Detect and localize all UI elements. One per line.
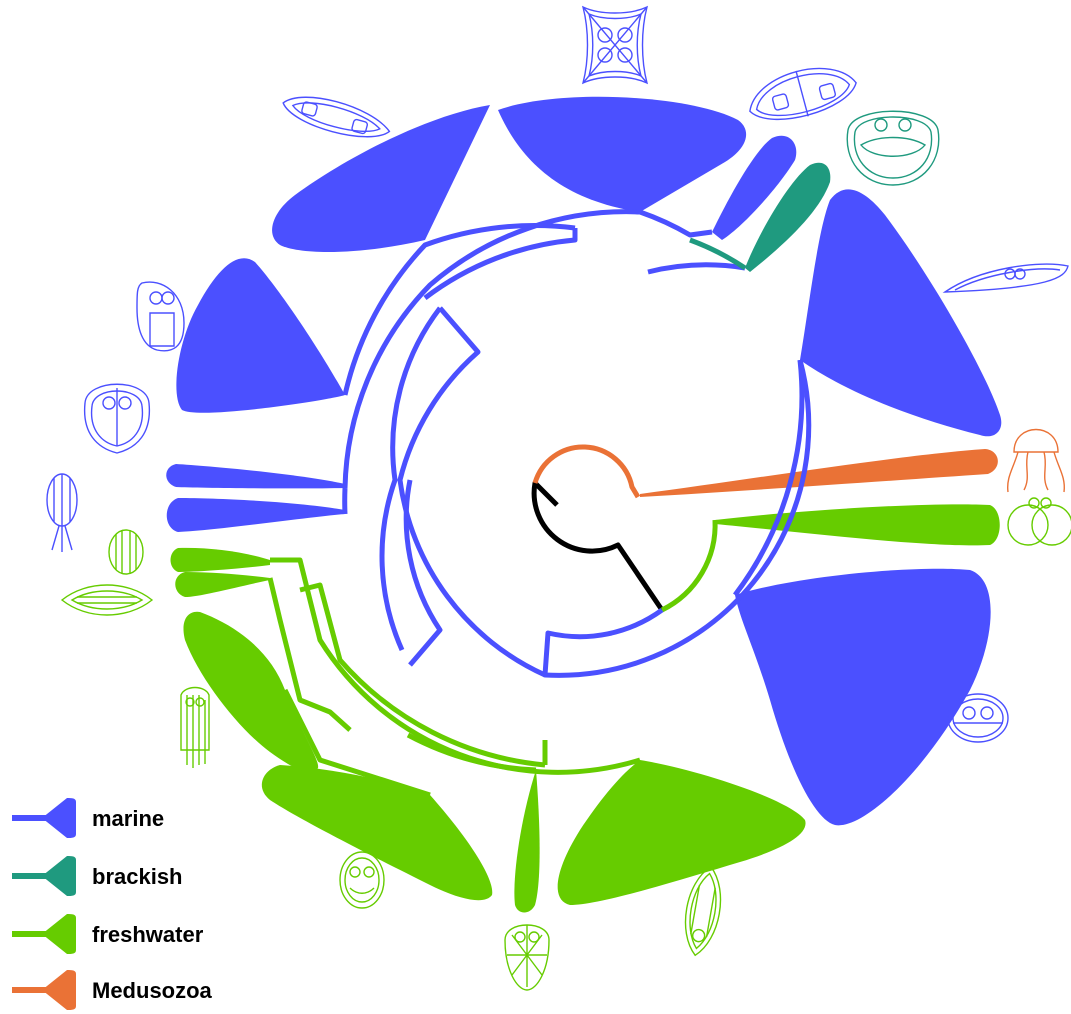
marine-spore-icon: [947, 693, 1009, 743]
branch-marine: [397, 306, 547, 678]
clade-wedge-marine: [272, 105, 490, 252]
fusiform-spore-icon: [60, 584, 154, 616]
jellyfish-icon: [46, 473, 78, 552]
branch-freshwater: [267, 577, 352, 732]
clade-wedge-freshwater: [557, 760, 806, 905]
legend-label-freshwater: freshwater: [92, 922, 204, 947]
clade-wedge-marine: [166, 464, 345, 489]
clade-wedge-medusozoa: [640, 449, 998, 497]
clade-wedge-freshwater: [715, 504, 1000, 546]
clade-wedges: [166, 96, 1002, 913]
branch-freshwater: [299, 582, 546, 768]
legend-item-medusozoa: Medusozoa: [12, 970, 213, 1010]
legend-swatch-wedge: [42, 856, 76, 896]
legend-item-brackish: brackish: [12, 856, 183, 896]
freshwater-spore-icon: [180, 686, 210, 768]
branch-freshwater: [270, 557, 641, 775]
branch-marine: [379, 306, 442, 652]
legend: marine brackish freshwater Medusozoa: [12, 798, 213, 1010]
legend-label-medusozoa: Medusozoa: [92, 978, 213, 1003]
ribbed-spore-icon: [108, 529, 144, 575]
clade-wedge-marine: [800, 189, 1002, 437]
freshwater-spore-icon: [339, 851, 385, 909]
legend-item-freshwater: freshwater: [12, 914, 204, 954]
clade-wedge-marine: [735, 568, 991, 826]
branch-freshwater: [660, 519, 718, 613]
organism-glyphs: [46, 5, 1071, 991]
clade-wedge-brackish: [745, 162, 831, 272]
legend-item-marine: marine: [12, 798, 164, 838]
branch-marine: [423, 228, 578, 300]
branch-marine: [733, 359, 805, 597]
freshwater-spore-icon: [504, 924, 550, 991]
brackish-spore-icon: [846, 110, 940, 186]
branch-brackish: [689, 237, 747, 271]
legend-label-brackish: brackish: [92, 864, 183, 889]
freshwater-round-spore-icon: [1007, 497, 1071, 546]
branch-freshwater: [406, 732, 537, 773]
freshwater-spore-icon: [684, 865, 722, 957]
legend-swatch-wedge: [42, 970, 76, 1010]
marine-spore-icon: [749, 67, 857, 120]
marine-spore-icon: [83, 383, 151, 454]
marine-spore-icon: [282, 96, 391, 138]
clade-wedge-freshwater: [183, 611, 319, 773]
jellyfish-icon: [1006, 428, 1066, 493]
legend-swatch-wedge: [42, 798, 76, 838]
square-spore-icon: [581, 5, 649, 85]
tree-branches: [267, 209, 812, 798]
branch-marine: [342, 222, 576, 396]
branch-medusozoa: [532, 444, 641, 499]
elongate-spore-icon: [942, 263, 1069, 293]
clade-wedge-marine: [166, 498, 345, 532]
clade-wedge-freshwater: [175, 572, 270, 597]
clade-wedge-marine: [712, 135, 797, 240]
branch-marine: [647, 262, 746, 275]
legend-swatch-wedge: [42, 914, 76, 954]
legend-label-marine: marine: [92, 806, 164, 831]
clade-wedge-marine: [498, 96, 747, 212]
branch-marine: [403, 479, 443, 667]
clade-wedge-marine: [176, 258, 345, 413]
branch-freshwater: [282, 688, 431, 798]
root-branch: [531, 480, 665, 612]
marine-spore-icon: [136, 281, 185, 352]
branch-marine: [342, 209, 641, 489]
branch-marine: [542, 359, 812, 678]
branch-marine: [639, 209, 713, 238]
clade-wedge-freshwater: [514, 770, 540, 913]
clade-wedge-freshwater: [261, 765, 493, 901]
clade-wedge-freshwater: [170, 547, 270, 572]
